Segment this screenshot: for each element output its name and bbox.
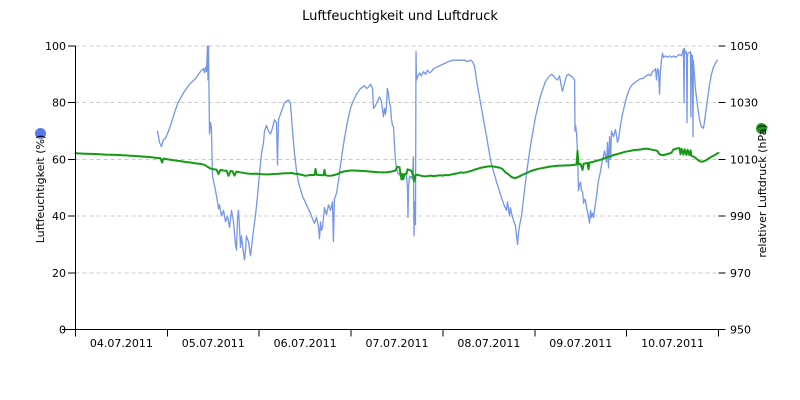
date-label: 08.07.2011 (457, 337, 520, 350)
date-label: 05.07.2011 (182, 337, 245, 350)
left-tick-label: 100 (45, 40, 66, 53)
left-tick-label: 60 (52, 153, 66, 166)
right-tick-label: 950 (730, 324, 751, 337)
left-tick-label: 80 (52, 97, 66, 110)
left-axis-title: Luftfeuchtigkeit (%) (34, 134, 47, 244)
date-label: 06.07.2011 (274, 337, 337, 350)
pressure-line (74, 147, 720, 183)
right-tick-label: 1050 (730, 40, 758, 53)
date-label: 09.07.2011 (549, 337, 612, 350)
left-tick-label: 20 (52, 267, 66, 280)
pressure-legend-dot-icon (756, 123, 767, 134)
humidity-line (156, 45, 719, 261)
right-tick-label: 1030 (730, 97, 758, 110)
right-tick-label: 970 (730, 267, 751, 280)
axes (62, 45, 726, 337)
date-label: 07.07.2011 (366, 337, 429, 350)
humidity-legend-dot-icon (35, 128, 46, 139)
date-label: 10.07.2011 (641, 337, 704, 350)
right-axis-title: relativer Luftdruck (hPa) (756, 124, 769, 258)
chart-title: Luftfeuchtigkeit und Luftdruck (302, 9, 498, 24)
gridlines (75, 45, 719, 274)
date-label: 04.07.2011 (90, 337, 153, 350)
right-tick-label: 990 (730, 210, 751, 223)
left-tick-label: 0 (59, 324, 66, 337)
left-tick-label: 40 (52, 210, 66, 223)
tick-labels: 0 20 40 60 80 100 950 970 990 1010 1030 1050 04.07.2… (45, 40, 758, 350)
right-tick-label: 1010 (730, 153, 758, 166)
